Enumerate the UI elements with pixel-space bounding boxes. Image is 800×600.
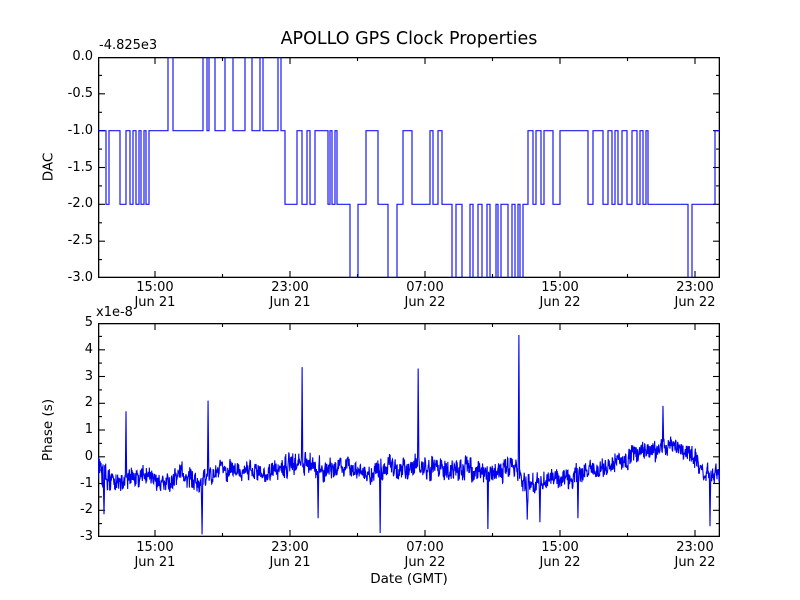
dac-offset-text: -4.825e3 bbox=[99, 38, 158, 53]
x-tick-date: Jun 21 bbox=[269, 294, 311, 310]
x-tick-label: 15:00 Jun 21 bbox=[118, 280, 192, 310]
x-tick-time: 15:00 bbox=[136, 280, 174, 295]
x-tick-date: Jun 22 bbox=[539, 554, 581, 570]
x-tick-time: 23:00 bbox=[271, 540, 309, 555]
x-tick-time: 23:00 bbox=[676, 280, 714, 295]
x-tick-label: 07:00 Jun 22 bbox=[388, 280, 462, 310]
dac-trace bbox=[98, 57, 720, 278]
phase-ytick-label: 0 bbox=[84, 448, 93, 464]
dac-ytick-label: -1.0 bbox=[67, 122, 93, 138]
x-tick-date: Jun 21 bbox=[269, 554, 311, 570]
dac-ytick-label: -2.0 bbox=[67, 196, 93, 212]
x-tick-label: 23:00 Jun 22 bbox=[658, 540, 732, 570]
x-tick-label: 15:00 Jun 21 bbox=[118, 540, 192, 570]
phase-ytick-label: -3 bbox=[80, 529, 93, 544]
dac-plot bbox=[98, 57, 720, 278]
phase-ytick-label: -1 bbox=[80, 475, 93, 491]
phase-ytick-label: 1 bbox=[84, 422, 93, 437]
x-tick-label: 23:00 Jun 22 bbox=[658, 280, 732, 310]
x-tick-label: 15:00 Jun 22 bbox=[523, 280, 597, 310]
x-tick-label: 07:00 Jun 22 bbox=[388, 540, 462, 570]
x-tick-date: Jun 22 bbox=[404, 554, 446, 570]
axes-frame bbox=[98, 57, 720, 278]
phase-ytick-label: -2 bbox=[80, 502, 93, 518]
x-tick-time: 15:00 bbox=[541, 540, 579, 555]
dac-ytick-label: -2.5 bbox=[67, 233, 93, 249]
x-tick-label: 23:00 Jun 21 bbox=[253, 540, 327, 570]
x-tick-time: 15:00 bbox=[136, 540, 174, 555]
x-tick-time: 15:00 bbox=[541, 280, 579, 295]
phase-ytick-label: 5 bbox=[84, 315, 93, 330]
x-tick-label: 23:00 Jun 21 bbox=[253, 280, 327, 310]
phase-ytick-label: 3 bbox=[84, 368, 93, 384]
dac-ytick-label: -0.5 bbox=[67, 85, 93, 101]
x-tick-date: Jun 21 bbox=[134, 554, 176, 570]
dac-ytick-label: -1.5 bbox=[67, 159, 93, 175]
x-tick-date: Jun 22 bbox=[674, 554, 716, 570]
phase-trace bbox=[98, 335, 720, 535]
x-axis-label: Date (GMT) bbox=[370, 571, 448, 587]
dac-ytick-label: 0.0 bbox=[72, 49, 93, 64]
phase-ytick-label: 4 bbox=[84, 341, 93, 357]
x-tick-date: Jun 22 bbox=[539, 294, 581, 310]
x-tick-time: 07:00 bbox=[406, 280, 444, 295]
dac-ytick-label: -3.0 bbox=[67, 270, 93, 285]
phase-ytick-label: 2 bbox=[84, 395, 93, 411]
x-tick-time: 07:00 bbox=[406, 540, 444, 555]
x-tick-time: 23:00 bbox=[271, 280, 309, 295]
phase-plot bbox=[98, 323, 720, 537]
x-tick-time: 23:00 bbox=[676, 540, 714, 555]
axes-frame bbox=[98, 323, 720, 537]
tick-marks bbox=[98, 323, 720, 537]
x-tick-date: Jun 21 bbox=[134, 294, 176, 310]
x-tick-date: Jun 22 bbox=[404, 294, 446, 310]
phase-offset-text: x1e-8 bbox=[96, 305, 133, 320]
x-tick-date: Jun 22 bbox=[674, 294, 716, 310]
x-tick-label: 15:00 Jun 22 bbox=[523, 540, 597, 570]
chart-title: APOLLO GPS Clock Properties bbox=[280, 29, 538, 49]
